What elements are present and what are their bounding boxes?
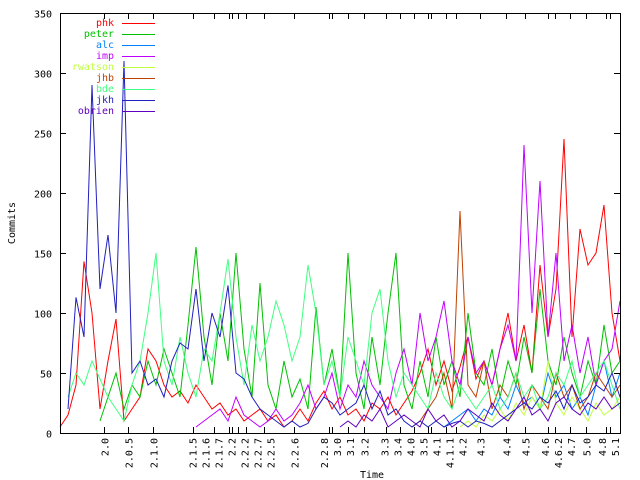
y-tick-label: 100 (34, 310, 52, 321)
legend-label-imp: imp (96, 51, 114, 62)
x-tick-label: 2.1.7 (214, 438, 225, 468)
x-tick-label: 2.2.5 (266, 438, 277, 468)
x-tick-label: 4.0 (407, 438, 418, 456)
x-tick-label: 5.1 (611, 438, 622, 456)
series-line-phk (59, 138, 621, 428)
y-tick-label: 0 (46, 430, 52, 441)
x-tick-label: 2.1.6 (201, 438, 212, 468)
series-line-jkh (67, 60, 621, 428)
x-tick-label: 2.0 (101, 438, 112, 456)
legend-label-phk: phk (96, 18, 114, 29)
series-line-obrien (339, 395, 621, 428)
legend-label-rwatson: rwatson (72, 62, 114, 73)
legend-label-bde: bde (96, 84, 114, 95)
x-tick-label: 4.6.2 (554, 438, 565, 468)
legend-label-peter: peter (84, 29, 114, 40)
x-tick-label: 2.1.0 (150, 438, 161, 468)
x-tick-label: 4.5 (522, 438, 533, 456)
series-layer (59, 60, 621, 428)
legend-label-jhb: jhb (96, 73, 114, 84)
y-tick-label: 350 (34, 10, 52, 21)
x-tick-label: 3.5 (420, 438, 431, 456)
y-axis-label: Commits (7, 202, 18, 244)
series-line-imp (195, 144, 621, 428)
x-tick-label: 2.2.2 (240, 438, 251, 468)
y-tick-label: 200 (34, 190, 52, 201)
legend-label-jkh: jkh (96, 95, 114, 106)
x-tick-label: 3.1 (346, 438, 357, 456)
x-axis-label: Time (360, 470, 384, 480)
series-line-peter (99, 246, 621, 422)
y-tick-label: 150 (34, 250, 52, 261)
x-tick-label: 2.2.7 (253, 438, 264, 468)
x-tick-label: 3.4 (394, 438, 405, 456)
y-tick-label: 50 (40, 370, 52, 381)
plot-border (60, 13, 621, 434)
x-tick-label: 4.1 (433, 438, 444, 456)
series-line-rwatson (459, 360, 621, 428)
x-tick-label: 2.1.5 (188, 438, 199, 468)
x-tick-label: 3.3 (381, 438, 392, 456)
x-tick-label: 2.2 (227, 438, 238, 456)
x-tick-label: 5.0 (583, 438, 594, 456)
x-tick-label: 2.2.6 (291, 438, 302, 468)
x-tick-label: 3.0 (333, 438, 344, 456)
x-axis: 2.0 2.0.5 2.1.0 2.1.5 2.1.6 2.1.7 2.2 2.2.2 2.2.… (101, 13, 622, 468)
legend-label-obrien: obrien (78, 106, 114, 117)
x-tick-label: 3.2 (361, 438, 372, 456)
x-tick-label: 4.1.1 (446, 438, 457, 468)
x-tick-label: 2.2.8 (320, 438, 331, 468)
x-tick-label: 2.0.5 (125, 438, 136, 468)
x-tick-label: 4.8 (598, 438, 609, 456)
y-tick-label: 250 (34, 130, 52, 141)
x-tick-label: 4.3 (477, 438, 488, 456)
x-tick-label: 4.2 (459, 438, 470, 456)
legend-label-alc: alc (96, 40, 114, 51)
y-tick-label: 300 (34, 70, 52, 81)
x-tick-label: 4.4 (503, 438, 514, 456)
x-tick-label: 4.7 (567, 438, 578, 456)
y-axis: 0 50 100 150 200 250 300 350 (34, 10, 620, 441)
x-tick-label: 4.6 (541, 438, 552, 456)
series-line-bde (67, 252, 621, 423)
